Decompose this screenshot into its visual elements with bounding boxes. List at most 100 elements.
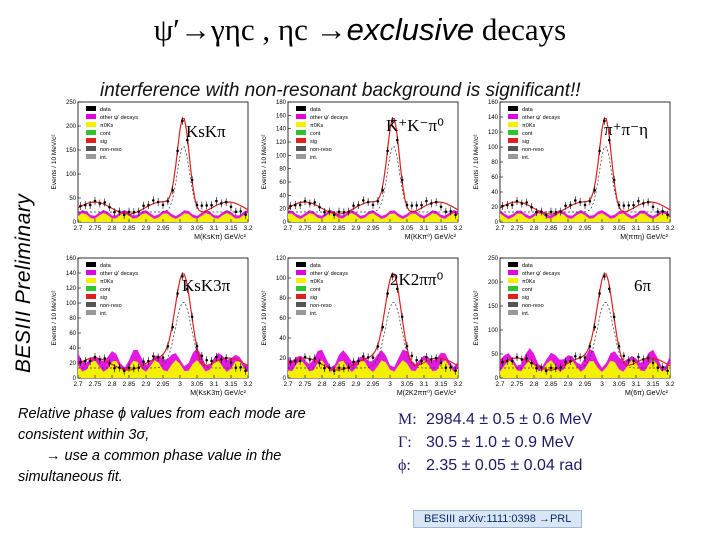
data-point xyxy=(444,366,448,370)
legend-swatch xyxy=(508,138,518,143)
data-point xyxy=(646,356,650,360)
x-tick-label: 3.2 xyxy=(453,381,462,388)
data-point xyxy=(391,275,394,278)
data-point xyxy=(318,361,321,365)
x-tick-label: 2.85 xyxy=(123,225,136,232)
data-point xyxy=(108,361,111,365)
data-point xyxy=(454,213,457,217)
data-point xyxy=(142,204,145,208)
legend-swatch xyxy=(508,114,518,119)
data-point xyxy=(357,203,360,207)
legend-entry: π0Ks xyxy=(310,279,324,285)
y-axis-label: Events / 10 MeV/c² xyxy=(51,134,58,190)
y-tick-label: 40 xyxy=(491,190,498,196)
x-tick-label: 2.85 xyxy=(545,381,558,388)
data-point xyxy=(289,204,292,208)
data-point xyxy=(454,369,457,373)
data-point xyxy=(603,119,606,123)
y-tick-label: 20 xyxy=(69,361,76,367)
data-point xyxy=(289,360,292,364)
data-point xyxy=(244,213,247,217)
legend-swatch xyxy=(508,130,518,135)
y-tick-label: 0 xyxy=(73,376,77,382)
data-point xyxy=(337,210,341,214)
x-tick-label: 2.9 xyxy=(351,225,360,232)
data-point xyxy=(539,366,543,369)
x-tick-label: 3.05 xyxy=(191,381,204,388)
y-tick-label: 150 xyxy=(66,148,77,154)
x-tick-label: 3 xyxy=(178,225,182,232)
result-phase: ϕ: 2.35 ± 0.05 ± 0.04 rad xyxy=(398,454,592,477)
x-tick-label: 3.1 xyxy=(209,381,218,388)
data-point xyxy=(607,138,611,142)
data-point xyxy=(371,203,375,207)
x-tick-label: 3.05 xyxy=(401,381,414,388)
data-point xyxy=(598,292,601,295)
continuum-fill xyxy=(500,360,670,378)
data-point xyxy=(347,366,351,369)
x-tick-label: 3.05 xyxy=(613,381,626,388)
title-rest: decays xyxy=(474,12,567,47)
data-point xyxy=(400,315,404,319)
legend-entry: non-reso xyxy=(100,303,122,309)
data-point xyxy=(166,345,170,348)
legend-swatch xyxy=(296,106,306,111)
plot-frame xyxy=(499,101,671,223)
legend-swatch xyxy=(508,106,518,111)
data-point xyxy=(195,203,199,207)
legend-swatch xyxy=(296,302,306,307)
y-axis-label: Events / 10 MeV/c² xyxy=(261,134,268,190)
data-point xyxy=(156,356,160,359)
mode-label-kskpi: KsKπ xyxy=(186,122,226,141)
data-point xyxy=(151,199,155,202)
data-point xyxy=(108,205,111,209)
x-tick-label: 3.1 xyxy=(419,225,428,232)
legend-entry: other ψ' decays xyxy=(100,115,138,121)
data-point xyxy=(425,355,428,359)
width-symbol: Γ: xyxy=(398,434,412,451)
data-point xyxy=(190,315,194,319)
legend-swatch xyxy=(86,310,96,315)
legend-entry: cont xyxy=(522,131,533,137)
data-point xyxy=(622,204,626,207)
x-tick-label: 2.95 xyxy=(579,225,592,232)
data-point xyxy=(376,199,380,203)
x-tick-label: 2.7 xyxy=(495,381,504,388)
data-point xyxy=(656,366,660,370)
x-tick-label: 3.15 xyxy=(225,225,238,232)
data-point xyxy=(293,203,297,207)
legend-entry: non-reso xyxy=(310,303,332,309)
data-point xyxy=(161,356,165,359)
data-point xyxy=(549,366,553,370)
data-point xyxy=(181,275,184,278)
legend-entry: data xyxy=(522,107,534,113)
data-point xyxy=(147,203,150,207)
legend-entry: sig xyxy=(100,139,107,145)
legend-entry: int. xyxy=(310,155,318,161)
data-point xyxy=(559,366,563,369)
continuum-fill xyxy=(288,213,458,222)
x-tick-label: 2.9 xyxy=(141,225,150,232)
data-point xyxy=(583,203,587,207)
legend-swatch xyxy=(296,278,306,283)
y-tick-label: 120 xyxy=(276,256,287,262)
data-point xyxy=(607,287,611,291)
reference-link[interactable]: BESIII arXiv:1111:0398 →PRL xyxy=(413,510,583,528)
note-line-2: consistent within 3σ, xyxy=(18,427,150,443)
data-point xyxy=(434,200,438,204)
data-point xyxy=(224,200,228,204)
x-tick-label: 2.9 xyxy=(351,381,360,388)
data-point xyxy=(612,315,616,319)
legend-entry: non-reso xyxy=(310,147,332,153)
x-tick-label: 3 xyxy=(388,381,392,388)
data-point xyxy=(215,199,218,203)
x-tick-label: 3.15 xyxy=(435,225,448,232)
legend-entry: π0Ks xyxy=(100,279,114,285)
data-point xyxy=(439,205,443,209)
legend-swatch xyxy=(296,310,306,315)
data-point xyxy=(93,355,97,359)
legend-swatch xyxy=(86,130,96,135)
data-point xyxy=(151,354,155,358)
result-width: Γ: 30.5 ± 1.0 ± 0.9 MeV xyxy=(398,431,592,454)
data-point xyxy=(156,200,160,204)
